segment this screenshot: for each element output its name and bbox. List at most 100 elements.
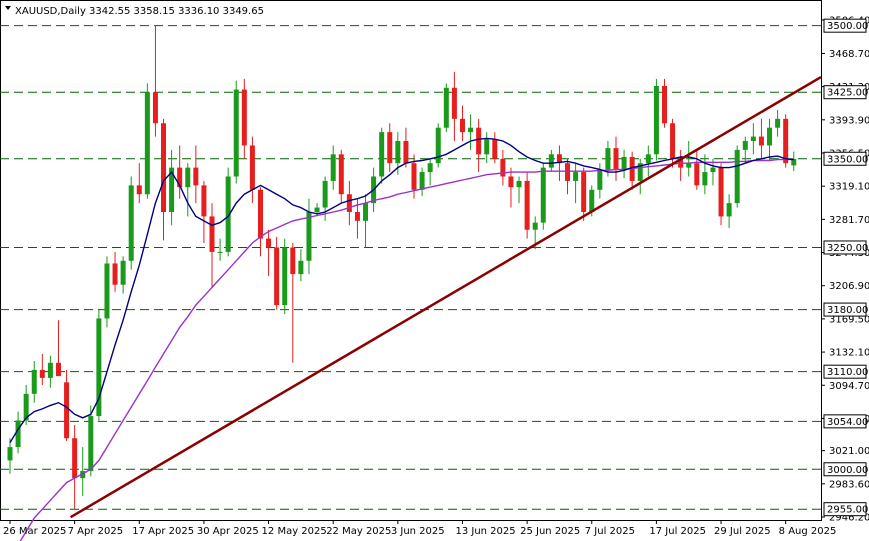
x-tick-label: 22 May 2025 [326, 526, 391, 537]
candle-body [476, 127, 482, 155]
candle-body [508, 176, 514, 188]
candle-body [128, 185, 134, 261]
candle-body [136, 185, 142, 195]
candle-body [710, 167, 716, 173]
candle-body [459, 118, 465, 133]
candle-body [548, 154, 554, 168]
candle [710, 158, 716, 186]
candle-body [621, 156, 627, 170]
candle-body [39, 369, 45, 378]
candle-body [306, 211, 312, 261]
candle [775, 109, 781, 137]
candle-body [468, 127, 474, 133]
candle-body [540, 167, 546, 223]
level-tag-label: 2955.00 [827, 505, 868, 516]
y-tick-label: 3319.10 [829, 182, 869, 193]
candle-body [573, 172, 579, 181]
candle-body [354, 211, 360, 221]
candle [758, 118, 764, 159]
candle [7, 438, 13, 474]
candle-body [524, 180, 530, 230]
candle-body [645, 154, 651, 164]
candle [718, 163, 724, 226]
candle-body [282, 247, 288, 306]
candle [686, 141, 692, 177]
chart-header: XAUUSD,Daily 3342.55 3358.15 3336.10 334… [5, 6, 264, 17]
candle [88, 405, 94, 477]
candle-body [290, 247, 296, 275]
candle [152, 25, 158, 137]
candle [637, 158, 643, 195]
candle-body [742, 141, 748, 150]
candle-body [670, 123, 676, 159]
candle-body [193, 167, 199, 186]
candle [500, 149, 506, 186]
candle-body [661, 86, 667, 124]
candle [726, 194, 732, 228]
plot-frame [0, 0, 822, 521]
candle-body [516, 180, 522, 188]
candle [338, 149, 344, 204]
candle-body [266, 238, 272, 248]
x-tick-label: 12 May 2025 [262, 526, 327, 537]
candle-body [532, 222, 538, 230]
candle [225, 167, 231, 257]
candle-body [411, 163, 417, 190]
candle-body [363, 203, 369, 221]
candle-body [637, 163, 643, 181]
candle-body [185, 167, 191, 188]
candle-body [613, 148, 619, 170]
candle [136, 163, 142, 204]
candle-body [718, 167, 724, 217]
candle [201, 180, 207, 244]
candle-body [314, 207, 320, 212]
candle-body [346, 194, 352, 212]
candle-body [775, 118, 781, 128]
candle [694, 149, 700, 190]
candle [112, 251, 118, 292]
candle-body [15, 420, 21, 448]
candle [39, 353, 45, 385]
candle-body [597, 169, 603, 190]
candle-body [104, 263, 110, 319]
ma-slow-line [19, 158, 794, 541]
x-tick-label: 29 Jul 2025 [714, 526, 771, 537]
candle-body [419, 172, 425, 190]
candle-body [233, 89, 239, 177]
candle [379, 127, 385, 184]
candle-body [169, 167, 175, 212]
x-tick-label: 26 Mar 2025 [3, 526, 66, 537]
candle [403, 127, 409, 168]
candle [459, 105, 465, 142]
candle [387, 123, 393, 173]
y-tick-label: 3169.50 [829, 314, 869, 325]
candle-body [55, 362, 61, 377]
candle [47, 355, 53, 388]
candle-body [249, 145, 255, 190]
trendline[interactable] [69, 75, 822, 519]
level-tag-label: 3500.00 [827, 21, 868, 32]
candle-body [225, 176, 231, 252]
level-tag [823, 462, 867, 477]
x-tick-label: 17 Jul 2025 [649, 526, 706, 537]
level-tag [823, 364, 867, 379]
price-axis: 3506.403468.703431.303393.903356.503319.… [821, 16, 869, 524]
y-tick-label: 3132.10 [829, 348, 869, 359]
candle [581, 167, 587, 221]
candle-body [443, 87, 449, 128]
candle [266, 229, 272, 276]
candle-body [120, 260, 126, 285]
candle [177, 145, 183, 199]
candle [468, 114, 474, 150]
candle [492, 132, 498, 164]
candle-body [451, 87, 457, 119]
level-tag [823, 502, 867, 517]
candle [104, 256, 110, 328]
candle-body [80, 471, 86, 479]
x-tick-label: 13 Jun 2025 [455, 526, 515, 537]
horizontal-levels [0, 25, 821, 510]
x-tick-label: 30 Apr 2025 [197, 526, 259, 537]
candle [209, 203, 215, 288]
candle [96, 309, 102, 421]
